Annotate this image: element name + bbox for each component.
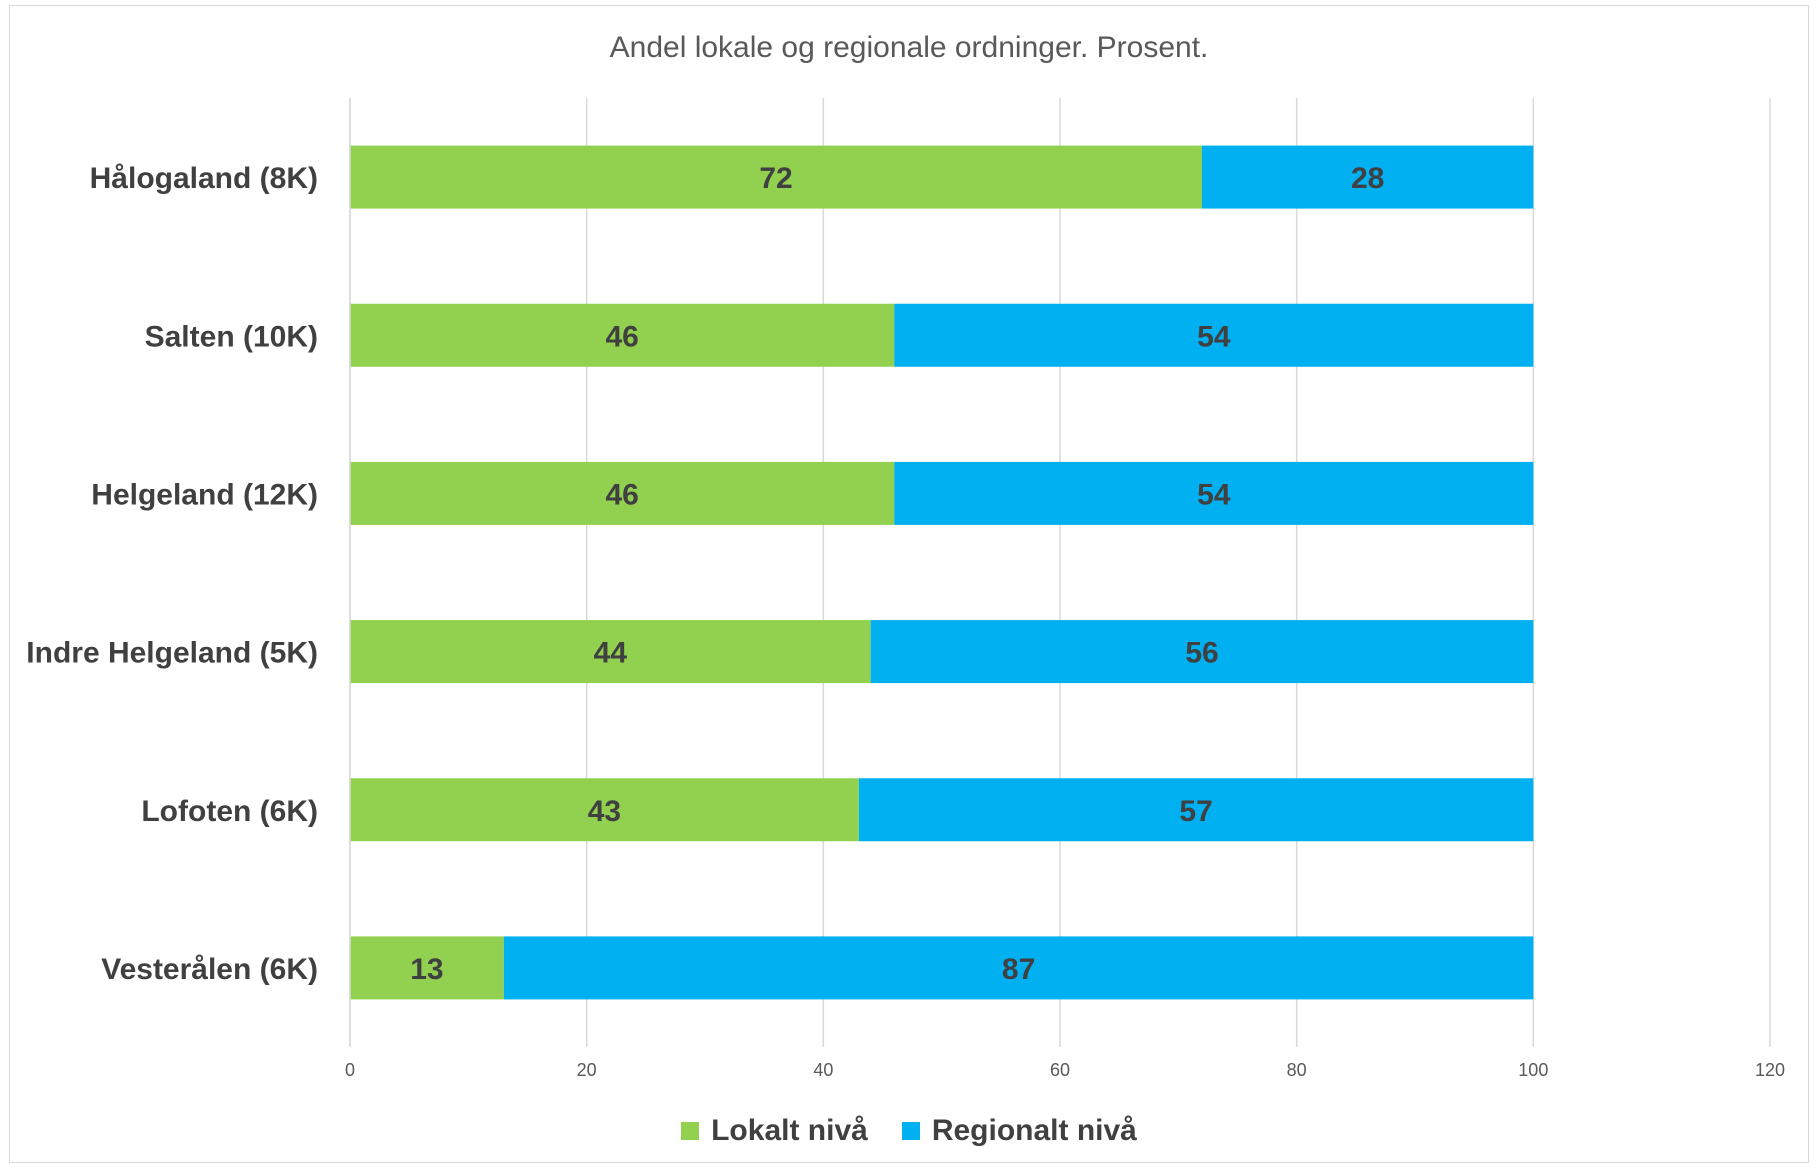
data-label-regionalt-2: 54 xyxy=(1197,478,1231,511)
data-label-lokalt-4: 43 xyxy=(588,795,621,828)
category-label-5: Vesterålen (6K) xyxy=(101,953,318,986)
bar-lokalt-4 xyxy=(350,778,859,842)
bar-regionalt-1 xyxy=(894,303,1534,367)
bar-lokalt-1 xyxy=(350,303,895,367)
bar-lokalt-2 xyxy=(350,461,895,525)
bar-lokalt-0 xyxy=(350,145,1202,209)
data-label-regionalt-0: 28 xyxy=(1351,162,1384,195)
x-tick-label-20: 20 xyxy=(577,1060,597,1080)
bar-regionalt-3 xyxy=(870,620,1534,684)
chart-frame: Andel lokale og regionale ordninger. Pro… xyxy=(9,5,1809,1163)
bar-lokalt-3 xyxy=(350,620,871,684)
bar-lokalt-5 xyxy=(350,936,504,1000)
legend-item-lokalt: Lokalt nivå xyxy=(681,1114,868,1148)
legend: Lokalt nivå Regionalt nivå xyxy=(10,1114,1808,1148)
legend-swatch-lokalt xyxy=(681,1122,700,1140)
legend-swatch-regionalt xyxy=(901,1122,920,1140)
category-label-3: Indre Helgeland (5K) xyxy=(26,637,318,670)
data-label-lokalt-2: 46 xyxy=(605,478,638,511)
data-label-lokalt-1: 46 xyxy=(605,320,638,353)
data-label-lokalt-3: 44 xyxy=(594,637,628,670)
category-label-2: Helgeland (12K) xyxy=(91,478,318,511)
category-label-4: Lofoten (6K) xyxy=(141,795,318,828)
x-tick-label-80: 80 xyxy=(1287,1060,1307,1080)
chart-title: Andel lokale og regionale ordninger. Pro… xyxy=(609,31,1209,64)
x-tick-label-0: 0 xyxy=(345,1060,355,1080)
x-tick-label-40: 40 xyxy=(813,1060,833,1080)
data-label-lokalt-5: 13 xyxy=(410,953,443,986)
bar-regionalt-4 xyxy=(858,778,1534,842)
x-tick-label-100: 100 xyxy=(1518,1060,1548,1080)
data-label-regionalt-4: 57 xyxy=(1179,795,1212,828)
category-label-1: Salten (10K) xyxy=(145,320,318,353)
bar-regionalt-5 xyxy=(503,936,1534,1000)
bar-regionalt-2 xyxy=(894,461,1534,525)
legend-label-lokalt: Lokalt nivå xyxy=(711,1114,868,1147)
legend-label-regionalt: Regionalt nivå xyxy=(931,1114,1137,1147)
data-label-regionalt-5: 87 xyxy=(1002,953,1035,986)
plot-area: 0 20 40 60 80 100 120 Hålogaland (8K) 72 28 Salten… xyxy=(26,98,1785,1080)
data-label-lokalt-0: 72 xyxy=(759,162,792,195)
x-tick-label-60: 60 xyxy=(1050,1060,1070,1080)
data-label-regionalt-3: 56 xyxy=(1185,637,1218,670)
bar-regionalt-0 xyxy=(1202,145,1534,209)
category-label-0: Hålogaland (8K) xyxy=(90,162,318,195)
data-label-regionalt-1: 54 xyxy=(1197,320,1231,353)
x-tick-label-120: 120 xyxy=(1755,1060,1785,1080)
legend-item-regionalt: Regionalt nivå xyxy=(901,1114,1137,1148)
